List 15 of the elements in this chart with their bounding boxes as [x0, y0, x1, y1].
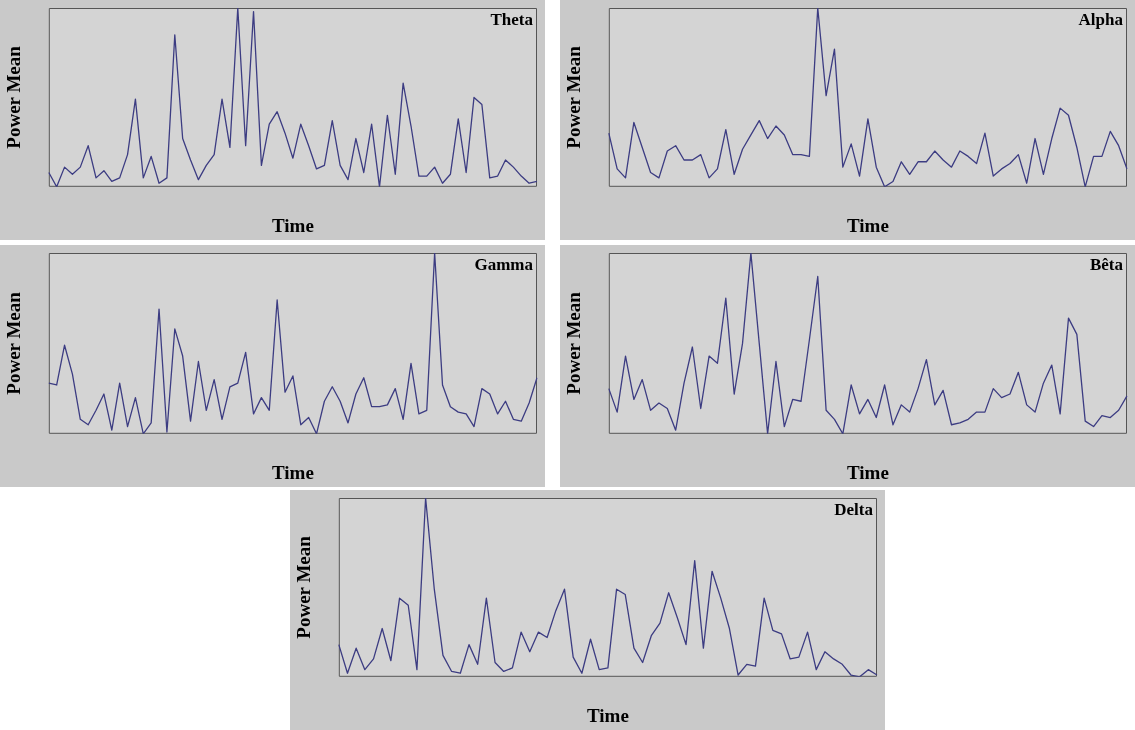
y-axis-title: Power Mean — [3, 45, 25, 149]
y-axis-title: Power Mean — [293, 535, 315, 639]
y-axis-title: Power Mean — [3, 291, 25, 395]
chart-title: Theta — [490, 9, 534, 29]
y-axis-title: Power Mean — [563, 291, 585, 395]
chart-title: Bêta — [1089, 254, 1124, 274]
chart-title: Delta — [834, 499, 874, 519]
x-axis-title: Time — [271, 461, 314, 483]
chart-title: Gamma — [474, 254, 534, 274]
x-axis-title: Time — [586, 704, 629, 726]
x-axis-title: Time — [271, 214, 314, 236]
x-axis-title: Time — [846, 461, 889, 483]
chart-title: Alpha — [1078, 9, 1124, 29]
x-axis-title: Time — [846, 214, 889, 236]
y-axis-title: Power Mean — [563, 45, 585, 149]
